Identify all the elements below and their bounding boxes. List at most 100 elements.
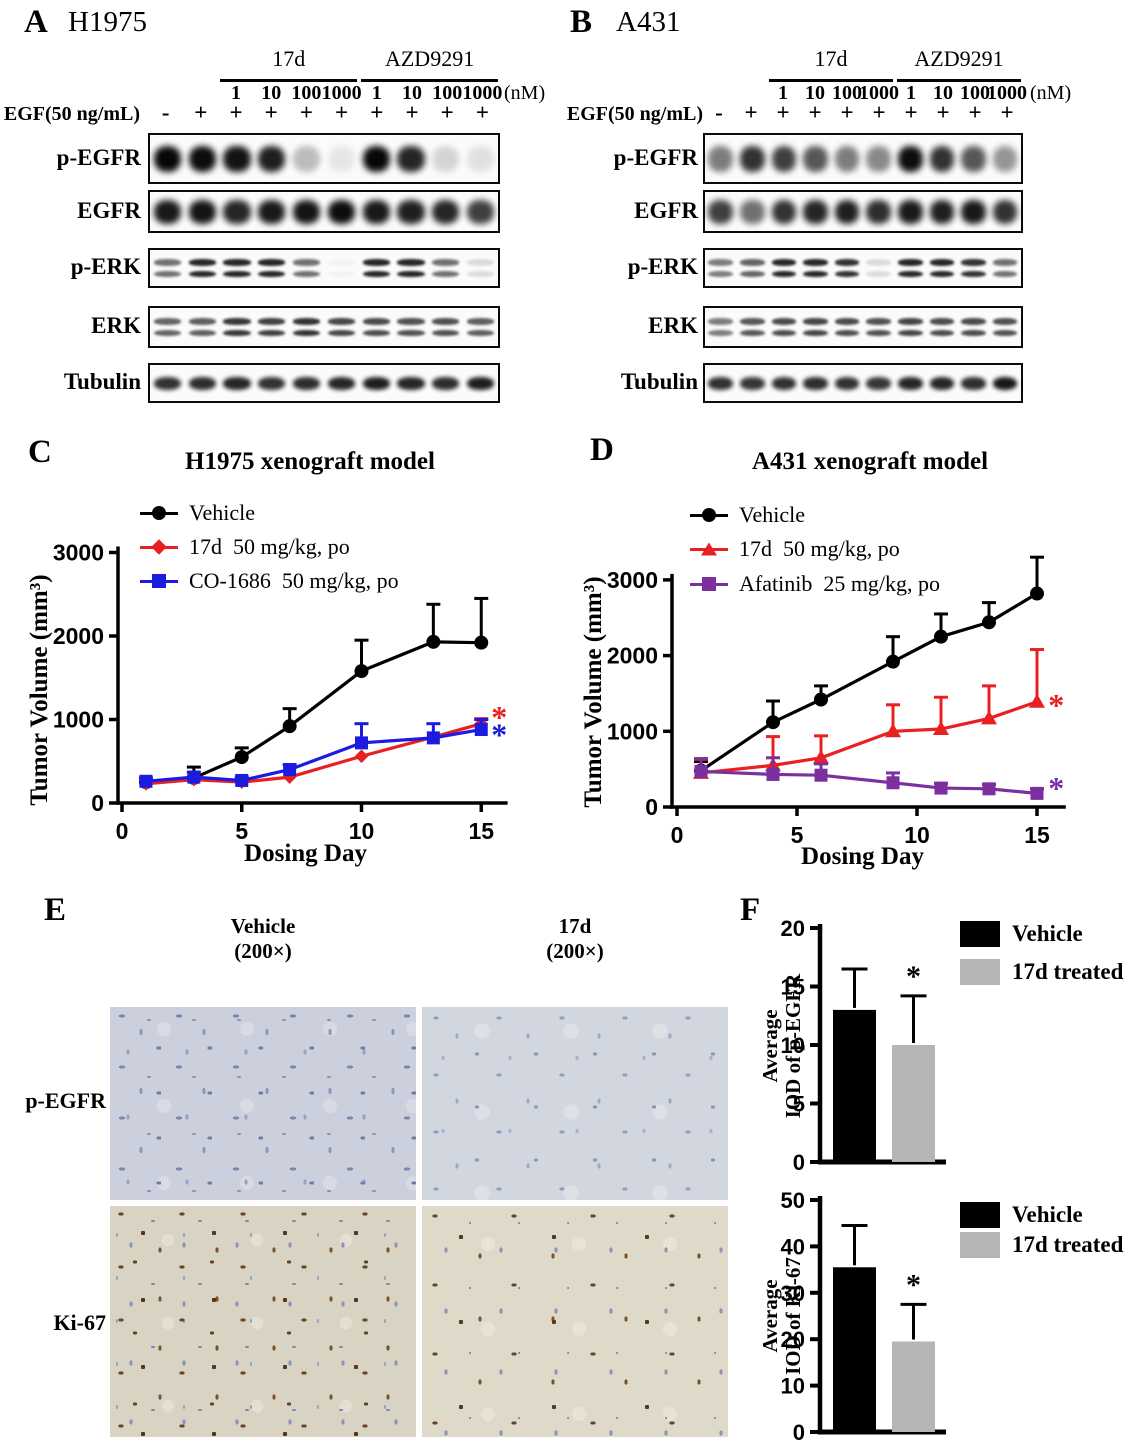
legend-label: Vehicle (739, 502, 805, 527)
panel-b-band (992, 270, 1018, 277)
legend-label-vehicle: Vehicle (1012, 1202, 1083, 1227)
panel-b-lane-3-6 (895, 308, 927, 346)
panel-a-lane-sign-6: + (370, 100, 384, 125)
chart-F2: 0 10 20 30 40 50 * (781, 1188, 946, 1445)
panel-b-band (834, 259, 860, 266)
panel-a-band (397, 199, 425, 224)
panel-b-lane-1-1 (737, 192, 769, 231)
panel-b-band (708, 145, 734, 172)
panel-b-lane-3-9 (989, 308, 1021, 346)
panel-b-band (740, 145, 765, 172)
panel-b-lane-sign-4: + (840, 100, 854, 125)
panel-b-band (866, 318, 892, 325)
legend-label-17d-treated: 17d treated (1012, 1232, 1124, 1257)
panel-a-lane-1-5 (324, 192, 359, 231)
panel-a-band (432, 145, 460, 172)
panel-a-band (467, 270, 495, 277)
panel-a-band (153, 270, 181, 277)
panel-a-band (153, 376, 181, 390)
panel-a-lane-1-3 (254, 192, 289, 231)
panel-a-lane-1-8 (428, 192, 463, 231)
panel-b-lane-2-9 (989, 250, 1021, 286)
legend-swatch-vehicle (960, 1202, 1000, 1228)
panel-a-lane-3-1 (185, 308, 220, 346)
panel-a-lane-1-1 (185, 192, 220, 231)
panel-a-band (293, 199, 321, 224)
panel-a-lane-4-0 (150, 365, 185, 401)
panel-b-lane-0-6 (895, 135, 927, 182)
panel-a-lane-2-2 (220, 250, 255, 286)
panel-b-band (992, 199, 1018, 224)
panel-b-letter: B (570, 4, 593, 40)
panel-b-band (803, 145, 828, 172)
svg-text:*: * (906, 1268, 921, 1301)
panel-a-band (188, 318, 216, 325)
svg-text:0: 0 (793, 1150, 805, 1175)
panel-b-blot-box-2 (703, 248, 1023, 288)
panel-a-band (467, 199, 495, 224)
panel-a-blot-label-1: EGFR (77, 197, 141, 223)
diamond-icon (151, 539, 167, 555)
panel-b-lane-4-4 (831, 365, 863, 401)
square-legend-marker (690, 571, 728, 597)
panel-a-band (188, 259, 216, 266)
chart-D: 0 5 10 15 0 1000 2000 3000 * * (607, 555, 1066, 848)
panel-a-blot-box-0 (148, 133, 500, 184)
panel-a-dose-0-3: 1000 (321, 82, 362, 104)
panel-b-band (961, 376, 986, 390)
panel-f1-legend-17d-treated: 17d treated (960, 959, 1123, 985)
svg-text:10: 10 (781, 1374, 805, 1399)
panel-a-band (467, 259, 495, 266)
panel-a-lane-2-8 (428, 250, 463, 286)
panel-b-lane-sign-8: + (968, 100, 982, 125)
panel-b-band (898, 199, 923, 224)
panel-b-lane-sign-7: + (936, 100, 950, 125)
panel-a-letter: A (24, 4, 48, 40)
panel-a-band (432, 318, 460, 325)
panel-b-lane-0-8 (958, 135, 990, 182)
panel-a-band (153, 329, 181, 336)
svg-text:*: * (906, 960, 921, 993)
panel-e-row-label-pegfr: p-EGFR (25, 1088, 106, 1113)
svg-text:30: 30 (781, 1281, 805, 1306)
panel-b-lane-0-2 (768, 135, 800, 182)
panel-a-dose-0-2: 100 (291, 82, 322, 104)
panel-a-lane-sign-3: + (264, 100, 278, 125)
panel-a-band (432, 199, 460, 224)
panel-a-blot-label-4: Tubulin (63, 369, 141, 394)
panel-e-vehicle-title: Vehicle (230, 914, 296, 938)
panel-d-y-axis-label: Tumor Volume (mm³) (580, 576, 607, 808)
panel-a-treatment-underline-0 (220, 79, 358, 82)
panel-b-band (961, 259, 986, 266)
panel-b-lane-2-3 (800, 250, 832, 286)
panel-b-dose-1-1: 10 (933, 82, 953, 104)
panel-b-band (803, 318, 828, 325)
panel-a-lane-2-6 (359, 250, 394, 286)
panel-a-lane-sign-1: + (194, 100, 208, 125)
panel-b-lane-3-7 (926, 308, 958, 346)
panel-a-lane-2-0 (150, 250, 185, 286)
panel-b-lane-sign-6: + (904, 100, 918, 125)
panel-a-band (467, 145, 495, 172)
panel-a-band (328, 259, 355, 266)
panel-a-lane-4-3 (254, 365, 289, 401)
panel-b-dose-0-1: 10 (805, 82, 825, 104)
panel-b-band (771, 145, 797, 172)
ihc-image-ki67-vehicle (110, 1206, 416, 1437)
panel-a-band (258, 199, 286, 224)
panel-b-lane-4-3 (800, 365, 832, 401)
panel-c-letter: C (28, 434, 52, 470)
panel-a-band (258, 145, 286, 172)
panel-a-lane-3-8 (428, 308, 463, 346)
svg-text:50: 50 (781, 1188, 805, 1213)
panel-f2-legend-vehicle: Vehicle (960, 1202, 1083, 1228)
panel-a-lane-2-5 (324, 250, 359, 286)
panel-b-band (929, 259, 955, 266)
panel-a-lane-3-6 (359, 308, 394, 346)
panel-a-band (188, 376, 216, 390)
panel-a-lane-sign-8: + (440, 100, 454, 125)
panel-a-lane-sign-7: + (405, 100, 419, 125)
svg-text:0: 0 (793, 1420, 805, 1445)
panel-a-lane-3-5 (324, 308, 359, 346)
panel-b-band (961, 329, 986, 336)
